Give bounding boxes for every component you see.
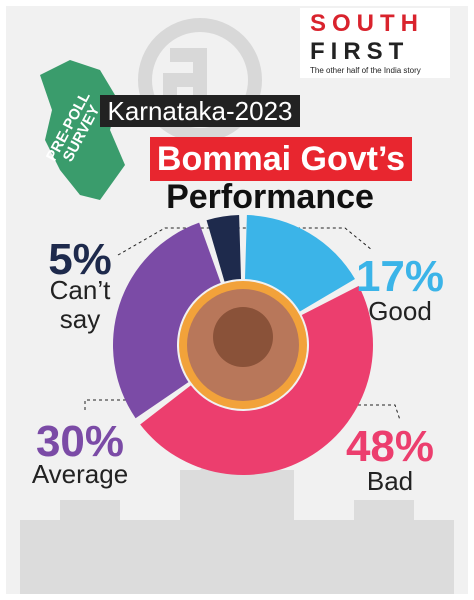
photo-face xyxy=(213,307,273,367)
logo-line2: FIRST xyxy=(310,38,410,65)
category-label: Good xyxy=(368,296,432,326)
slice xyxy=(140,285,373,475)
kicker: Karnataka-2023 xyxy=(100,95,300,127)
subtitle: Performance xyxy=(166,178,374,216)
value-label: 17% xyxy=(355,252,445,301)
value-label: 5% xyxy=(48,235,112,284)
slice xyxy=(244,215,355,312)
logo-line1: SOUTH xyxy=(310,10,424,37)
value-label: 48% xyxy=(345,422,435,471)
slice xyxy=(206,215,242,282)
title: Bommai Govt’s xyxy=(150,137,412,181)
slice xyxy=(113,222,221,419)
category-label: Can’t say xyxy=(49,275,111,334)
value-label: 30% xyxy=(35,417,125,466)
category-label: Average xyxy=(31,459,129,489)
category-label: Bad xyxy=(366,466,414,496)
logo-tagline: The other half of the India story xyxy=(310,66,421,75)
logo-box: SOUTH FIRST The other half of the India … xyxy=(300,8,450,78)
